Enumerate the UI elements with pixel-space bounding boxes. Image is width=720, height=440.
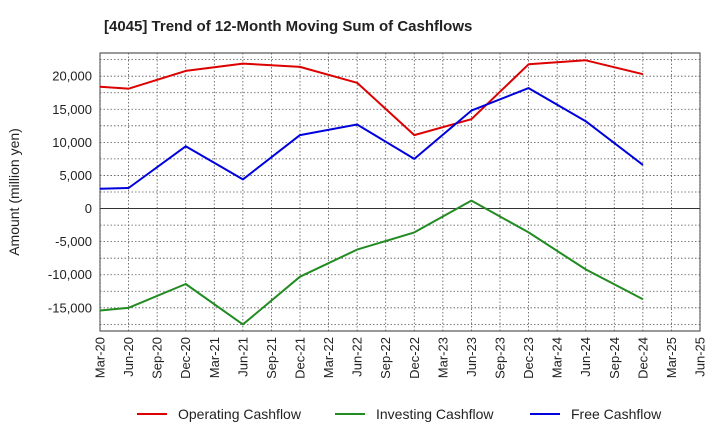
x-tick-label: Mar-25 (664, 337, 679, 378)
x-tick-label: Jun-21 (235, 337, 250, 377)
legend-label-operating-cashflow: Operating Cashflow (178, 406, 302, 422)
y-tick-label: 10,000 (52, 135, 92, 150)
legend: Operating Cashflow Investing Cashflow Free… (137, 406, 662, 422)
x-tick-label: Sep-23 (493, 337, 508, 379)
x-tick-label: Jun-23 (464, 337, 479, 377)
x-tick-label: Mar-24 (550, 337, 565, 378)
y-tick-label: -5,000 (55, 234, 92, 249)
y-tick-label: 5,000 (59, 168, 92, 183)
x-tick-label: Jun-22 (350, 337, 365, 377)
legend-label-investing-cashflow: Investing Cashflow (376, 406, 494, 422)
y-axis-label: Amount (million yen) (6, 128, 22, 256)
x-tick-label: Jun-25 (693, 337, 708, 377)
free-cashflow-line (99, 87, 644, 190)
x-tick-label: Dec-23 (521, 337, 536, 379)
x-tick-label: Sep-20 (150, 337, 165, 379)
y-tick-label: 0 (85, 201, 92, 216)
x-tick-label: Sep-21 (264, 337, 279, 379)
x-tick-label: Jun-20 (121, 337, 136, 377)
y-tick-label: -10,000 (48, 267, 92, 282)
x-tick-label: Dec-24 (635, 337, 650, 379)
x-tick-label: Dec-21 (293, 337, 308, 379)
x-tick-label: Jun-24 (578, 337, 593, 377)
chart-title: [4045] Trend of 12-Month Moving Sum of C… (104, 18, 472, 35)
x-tick-label: Sep-22 (378, 337, 393, 379)
legend-label-free-cashflow: Free Cashflow (571, 406, 662, 422)
investing-cashflow-line (99, 199, 644, 326)
x-tick-label: Mar-21 (207, 337, 222, 378)
x-tick-label: Sep-24 (607, 337, 622, 379)
y-tick-label: -15,000 (48, 300, 92, 315)
x-tick-label: Dec-20 (178, 337, 193, 379)
x-tick-label: Mar-22 (321, 337, 336, 378)
x-tick-label: Mar-20 (93, 337, 108, 378)
plot-area (99, 52, 701, 332)
y-tick-label: 20,000 (52, 69, 92, 84)
y-tick-label: 15,000 (52, 102, 92, 117)
x-tick-label: Dec-22 (407, 337, 422, 379)
operating-cashflow-line (99, 59, 644, 137)
x-tick-label: Mar-23 (435, 337, 450, 378)
